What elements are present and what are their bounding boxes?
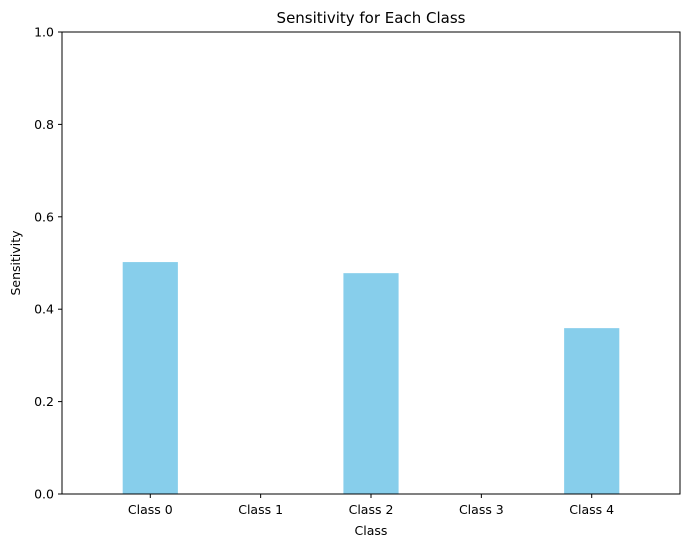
y-tick-label: 0.0 [34, 487, 54, 502]
y-tick-label: 1.0 [34, 25, 54, 40]
y-axis-ticks: 0.0 0.2 0.4 0.6 0.8 1.0 [34, 25, 62, 502]
x-axis-label: Class [355, 523, 388, 538]
plot-frame [61, 31, 681, 495]
x-axis-ticks: Class 0 Class 1 Class 2 Class 3 Class 4 [128, 494, 614, 517]
x-tick-label: Class 0 [128, 502, 173, 517]
y-axis-label: Sensitivity [8, 230, 23, 296]
x-tick-label: Class 3 [459, 502, 504, 517]
y-tick-label: 0.4 [34, 302, 54, 317]
y-tick-label: 0.8 [34, 117, 54, 132]
bars-group [122, 262, 620, 494]
bar-class-0 [122, 262, 178, 494]
y-tick-label: 0.6 [34, 209, 54, 224]
x-tick-label: Class 1 [238, 502, 283, 517]
x-tick-label: Class 2 [349, 502, 394, 517]
bar-class-2 [343, 273, 399, 494]
chart-title: Sensitivity for Each Class [277, 9, 466, 27]
y-tick-label: 0.2 [34, 394, 54, 409]
bar-class-4 [564, 328, 620, 494]
x-tick-label: Class 4 [569, 502, 614, 517]
